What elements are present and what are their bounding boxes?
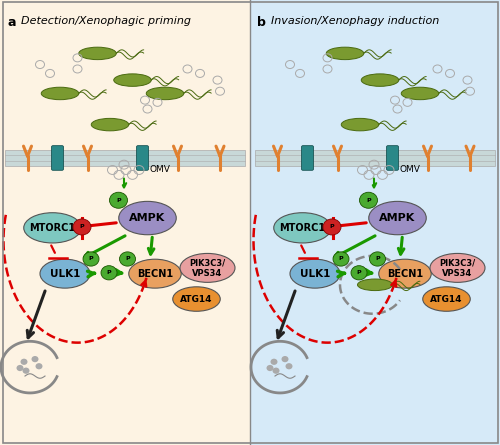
Ellipse shape	[91, 118, 129, 131]
Text: P: P	[80, 224, 84, 230]
Ellipse shape	[40, 259, 90, 288]
Ellipse shape	[326, 47, 364, 60]
Text: OMV: OMV	[150, 166, 171, 174]
Text: ATG14: ATG14	[430, 295, 463, 303]
Circle shape	[266, 365, 274, 371]
FancyBboxPatch shape	[302, 146, 314, 170]
Text: AMPK: AMPK	[130, 213, 166, 223]
Ellipse shape	[423, 287, 470, 311]
Text: MTORC1: MTORC1	[30, 223, 76, 233]
FancyBboxPatch shape	[386, 146, 398, 170]
Circle shape	[16, 365, 24, 371]
Text: b: b	[258, 16, 266, 28]
Circle shape	[333, 252, 349, 266]
Text: BECN1: BECN1	[137, 269, 173, 279]
Text: BECN1: BECN1	[387, 269, 423, 279]
Circle shape	[282, 356, 288, 362]
Bar	[0, 0, 250, 445]
Circle shape	[272, 368, 280, 374]
Text: P: P	[375, 256, 380, 262]
Ellipse shape	[274, 213, 331, 243]
Circle shape	[270, 359, 278, 365]
Text: a: a	[8, 16, 16, 28]
Circle shape	[101, 266, 117, 280]
Text: ULK1: ULK1	[50, 269, 80, 279]
Text: ULK1: ULK1	[300, 269, 330, 279]
Ellipse shape	[24, 213, 81, 243]
Text: Detection/Xenophagic priming: Detection/Xenophagic priming	[21, 16, 191, 25]
Circle shape	[120, 252, 136, 266]
Ellipse shape	[379, 259, 431, 288]
Ellipse shape	[368, 201, 426, 235]
Ellipse shape	[341, 118, 379, 131]
Ellipse shape	[41, 87, 79, 100]
Circle shape	[360, 192, 378, 208]
Text: Invasion/Xenophagy induction: Invasion/Xenophagy induction	[271, 16, 440, 25]
FancyBboxPatch shape	[136, 146, 148, 170]
Text: VPS34: VPS34	[192, 269, 222, 278]
Text: VPS34: VPS34	[442, 269, 472, 278]
Text: P: P	[125, 256, 130, 262]
Text: P: P	[106, 270, 112, 275]
Ellipse shape	[290, 259, 340, 288]
Text: P: P	[116, 198, 121, 203]
Text: PIK3C3/: PIK3C3/	[440, 259, 476, 268]
Ellipse shape	[119, 201, 176, 235]
Circle shape	[286, 363, 292, 369]
Ellipse shape	[79, 47, 116, 60]
Text: P: P	[330, 224, 334, 230]
Circle shape	[323, 219, 341, 235]
Circle shape	[83, 252, 99, 266]
Text: P: P	[366, 198, 371, 203]
Text: P: P	[338, 256, 344, 262]
Circle shape	[110, 192, 128, 208]
Text: P: P	[356, 270, 362, 275]
Ellipse shape	[173, 287, 220, 311]
Ellipse shape	[146, 87, 184, 100]
Circle shape	[351, 266, 367, 280]
Text: AMPK: AMPK	[380, 213, 416, 223]
Ellipse shape	[361, 74, 399, 86]
FancyBboxPatch shape	[52, 146, 64, 170]
Ellipse shape	[358, 279, 392, 291]
Ellipse shape	[401, 87, 439, 100]
Circle shape	[36, 363, 43, 369]
Text: MTORC1: MTORC1	[280, 223, 326, 233]
Circle shape	[73, 219, 91, 235]
Text: P: P	[88, 256, 94, 262]
Circle shape	[32, 356, 38, 362]
Ellipse shape	[114, 74, 151, 86]
Circle shape	[22, 368, 30, 374]
Ellipse shape	[180, 254, 235, 283]
Bar	[5, 150, 245, 166]
Ellipse shape	[129, 259, 181, 288]
Text: ATG14: ATG14	[180, 295, 213, 303]
Text: OMV: OMV	[400, 166, 421, 174]
Ellipse shape	[430, 254, 485, 283]
Circle shape	[370, 252, 386, 266]
Bar	[250, 0, 500, 445]
Circle shape	[20, 359, 28, 365]
Bar	[255, 150, 495, 166]
Text: PIK3C3/: PIK3C3/	[190, 259, 226, 268]
